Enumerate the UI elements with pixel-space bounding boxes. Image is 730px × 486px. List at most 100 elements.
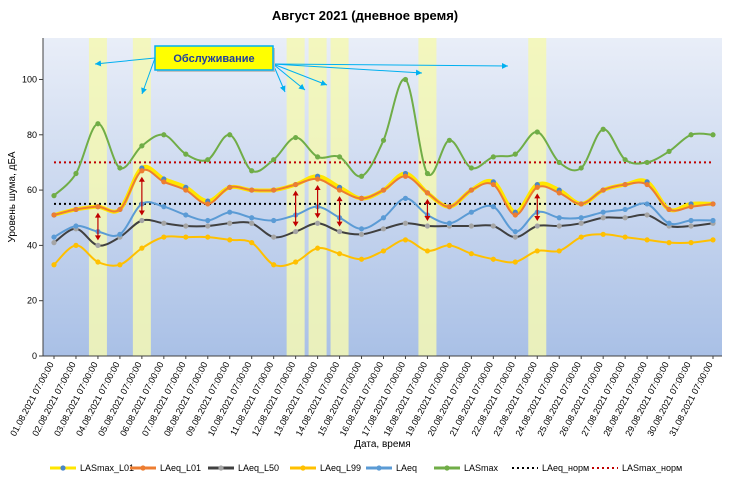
point-LAeq_L99-12 bbox=[315, 245, 321, 251]
point-LAeq_L50-19 bbox=[468, 223, 474, 229]
point-LASmax-21 bbox=[512, 151, 518, 157]
point-LAeq_L99-11 bbox=[293, 259, 299, 265]
point-LAeq_L99-6 bbox=[183, 234, 189, 240]
point-LAeq-6 bbox=[183, 212, 189, 218]
point-LASmax-23 bbox=[556, 159, 562, 166]
point-LAeq_L99-15 bbox=[380, 248, 387, 254]
y-tick-label-80: 80 bbox=[27, 130, 37, 140]
legend-label-LAeq_норм: LAeq_норм bbox=[542, 463, 589, 473]
point-LAeq_L01-17 bbox=[424, 190, 431, 196]
y-tick-label-40: 40 bbox=[27, 240, 37, 250]
legend-label-LASmax_норм: LASmax_норм bbox=[622, 463, 682, 473]
point-LASmax-18 bbox=[446, 137, 452, 143]
point-LAeq_L01-26 bbox=[622, 181, 628, 188]
point-LASmax-0 bbox=[51, 193, 57, 199]
point-LASmax-19 bbox=[468, 165, 474, 171]
point-LASmax-15 bbox=[380, 137, 387, 143]
point-LAeq-8 bbox=[227, 209, 233, 215]
point-LAeq_L01-9 bbox=[249, 187, 255, 193]
point-LAeq-18 bbox=[446, 220, 452, 226]
point-LAeq_L01-19 bbox=[468, 187, 474, 193]
point-LAeq_L01-16 bbox=[402, 173, 409, 179]
point-LAeq_L01-6 bbox=[183, 187, 189, 193]
point-LASmax-10 bbox=[271, 157, 277, 163]
point-LAeq_L01-15 bbox=[380, 187, 387, 193]
deviation-arrow-head-up-13 bbox=[336, 196, 343, 202]
point-LAeq-19 bbox=[468, 209, 474, 215]
plot-area bbox=[43, 38, 722, 356]
point-LAeq_L01-2 bbox=[95, 204, 101, 210]
point-LAeq_L99-26 bbox=[622, 234, 628, 240]
legend-marker-LAeq_L99 bbox=[300, 465, 306, 471]
point-LAeq_L50-22 bbox=[534, 223, 540, 229]
point-LAeq_L01-14 bbox=[358, 195, 365, 201]
maintenance-band-2 bbox=[88, 38, 107, 356]
point-LAeq-0 bbox=[51, 234, 57, 240]
legend-label-LAeq_L01: LAeq_L01 bbox=[160, 463, 201, 473]
point-LAeq-3 bbox=[117, 231, 123, 237]
deviation-arrow-head-down-2 bbox=[94, 235, 101, 241]
annotation-box bbox=[154, 45, 274, 71]
point-LAeq_L01-7 bbox=[205, 201, 211, 207]
point-LASmax-12 bbox=[315, 154, 321, 160]
annotation-arrow-13 bbox=[272, 63, 328, 86]
annotation-text: Обслуживание bbox=[173, 53, 254, 65]
deviation-arrow-head-up-17 bbox=[424, 198, 431, 204]
point-LAeq_L99-27 bbox=[644, 237, 650, 243]
point-LASmax-13 bbox=[336, 154, 343, 160]
point-LAeq_L50-6 bbox=[183, 223, 189, 229]
deviation-arrow-head-up-12 bbox=[314, 185, 321, 191]
point-LAeq-5 bbox=[161, 204, 167, 210]
point-LAeq_L50-14 bbox=[358, 231, 365, 237]
point-LAeq_L01-28 bbox=[666, 206, 672, 213]
point-LASmax-7 bbox=[205, 157, 211, 163]
point-LAeq_L01-21 bbox=[512, 212, 518, 218]
point-LAeq_L99-14 bbox=[358, 256, 365, 262]
point-LASmax-9 bbox=[249, 168, 255, 174]
point-LAeq_L50-5 bbox=[161, 220, 167, 226]
point-LAeq-7 bbox=[205, 217, 211, 224]
point-LASmax-16 bbox=[402, 76, 409, 83]
point-LAeq_L99-22 bbox=[534, 248, 540, 254]
point-LAeq_L50-2 bbox=[95, 242, 101, 248]
point-LAeq_L01-10 bbox=[271, 187, 277, 193]
point-LAeq_L99-20 bbox=[490, 256, 496, 262]
point-LAeq_L99-21 bbox=[512, 259, 518, 265]
point-LAeq_L50-21 bbox=[512, 234, 518, 240]
point-LAeq_L50-9 bbox=[249, 220, 255, 226]
y-tick-label-0: 0 bbox=[32, 351, 37, 361]
point-LAeq-15 bbox=[380, 215, 387, 221]
legend-label-LAeq: LAeq bbox=[396, 463, 417, 473]
legend-marker-LAeq_L01 bbox=[140, 465, 146, 471]
point-LAeq-25 bbox=[600, 209, 606, 215]
point-LAeq_L01-18 bbox=[446, 204, 452, 210]
point-LAeq-10 bbox=[271, 217, 277, 224]
point-LASmax-30 bbox=[710, 132, 716, 138]
point-LAeq-23 bbox=[556, 215, 562, 221]
point-LAeq_L50-27 bbox=[644, 212, 650, 218]
point-LASmax-26 bbox=[622, 157, 628, 163]
point-LAeq_L50-8 bbox=[227, 220, 233, 226]
deviation-arrow-head-down-4 bbox=[138, 210, 145, 216]
point-LAeq_L01-0 bbox=[51, 212, 57, 218]
point-LAeq_L50-11 bbox=[293, 228, 299, 235]
point-LAeq_L50-20 bbox=[490, 223, 496, 229]
point-LAeq_L01-12 bbox=[315, 176, 321, 182]
annotation-arrow-4 bbox=[141, 57, 156, 95]
point-LASmax-17 bbox=[424, 170, 431, 177]
legend-label-LAeq_L50: LAeq_L50 bbox=[238, 463, 279, 473]
deviation-arrow-head-down-12 bbox=[314, 213, 321, 219]
point-LAeq-14 bbox=[358, 226, 365, 232]
point-LAeq_L99-2 bbox=[95, 259, 101, 265]
point-LASmax-6 bbox=[183, 151, 189, 157]
point-LAeq_L01-24 bbox=[578, 201, 584, 207]
point-LAeq_L50-16 bbox=[402, 220, 409, 226]
point-LAeq_L99-7 bbox=[205, 234, 211, 240]
y-tick-label-20: 20 bbox=[27, 296, 37, 306]
legend-marker-LASmax bbox=[444, 465, 450, 471]
point-LASmax-3 bbox=[117, 165, 123, 171]
point-LAeq_L01-13 bbox=[336, 187, 343, 193]
point-LAeq-16 bbox=[402, 195, 409, 201]
point-LAeq_L99-28 bbox=[666, 240, 672, 246]
point-LAeq-20 bbox=[490, 204, 496, 210]
